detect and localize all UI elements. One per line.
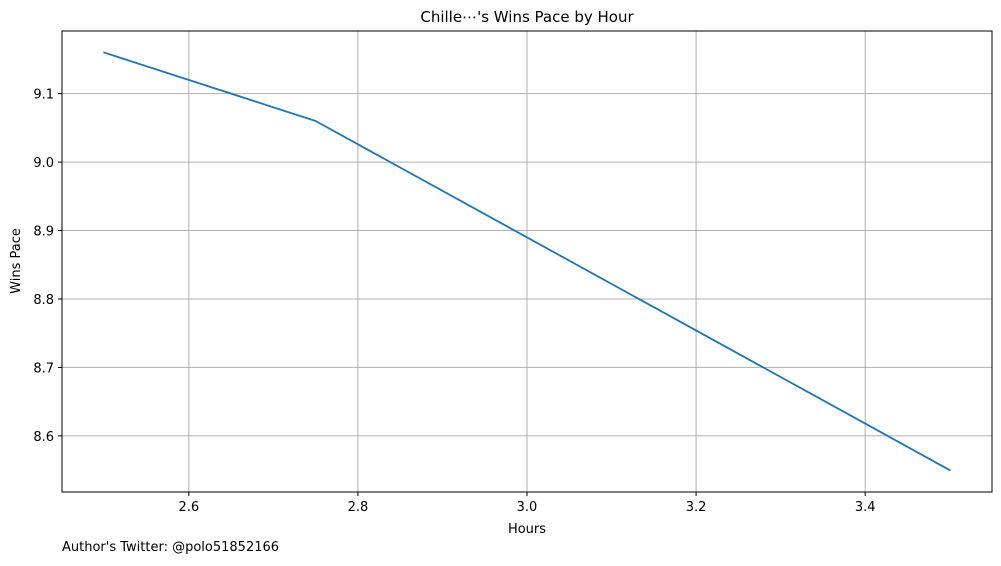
y-tick-label: 9.0 — [33, 156, 54, 171]
author-credit: Author's Twitter: @polo51852166 — [62, 540, 279, 555]
x-tick-label: 2.8 — [348, 500, 369, 515]
y-tick-label: 8.9 — [33, 225, 54, 240]
y-axis-ticks: 8.6 8.7 8.8 8.9 9.0 9.1 — [33, 88, 62, 445]
x-axis-ticks: 2.6 2.8 3.0 3.2 3.4 — [178, 492, 876, 515]
y-tick-label: 8.6 — [33, 430, 54, 445]
y-tick-label: 8.8 — [33, 293, 54, 308]
series-line — [103, 51, 951, 472]
x-axis-label: Hours — [508, 522, 546, 537]
y-gridlines — [62, 93, 992, 437]
y-axis-label: Wins Pace — [9, 228, 24, 294]
x-tick-label: 2.6 — [178, 500, 199, 515]
y-tick-label: 8.7 — [33, 361, 54, 376]
x-tick-label: 3.4 — [855, 500, 876, 515]
chart-title: Chille⋯'s Wins Pace by Hour — [420, 8, 634, 26]
x-gridlines — [188, 31, 866, 492]
x-tick-label: 3.0 — [517, 500, 538, 515]
y-tick-label: 9.1 — [33, 88, 54, 103]
series-layer — [103, 51, 951, 472]
x-tick-label: 3.2 — [686, 500, 707, 515]
